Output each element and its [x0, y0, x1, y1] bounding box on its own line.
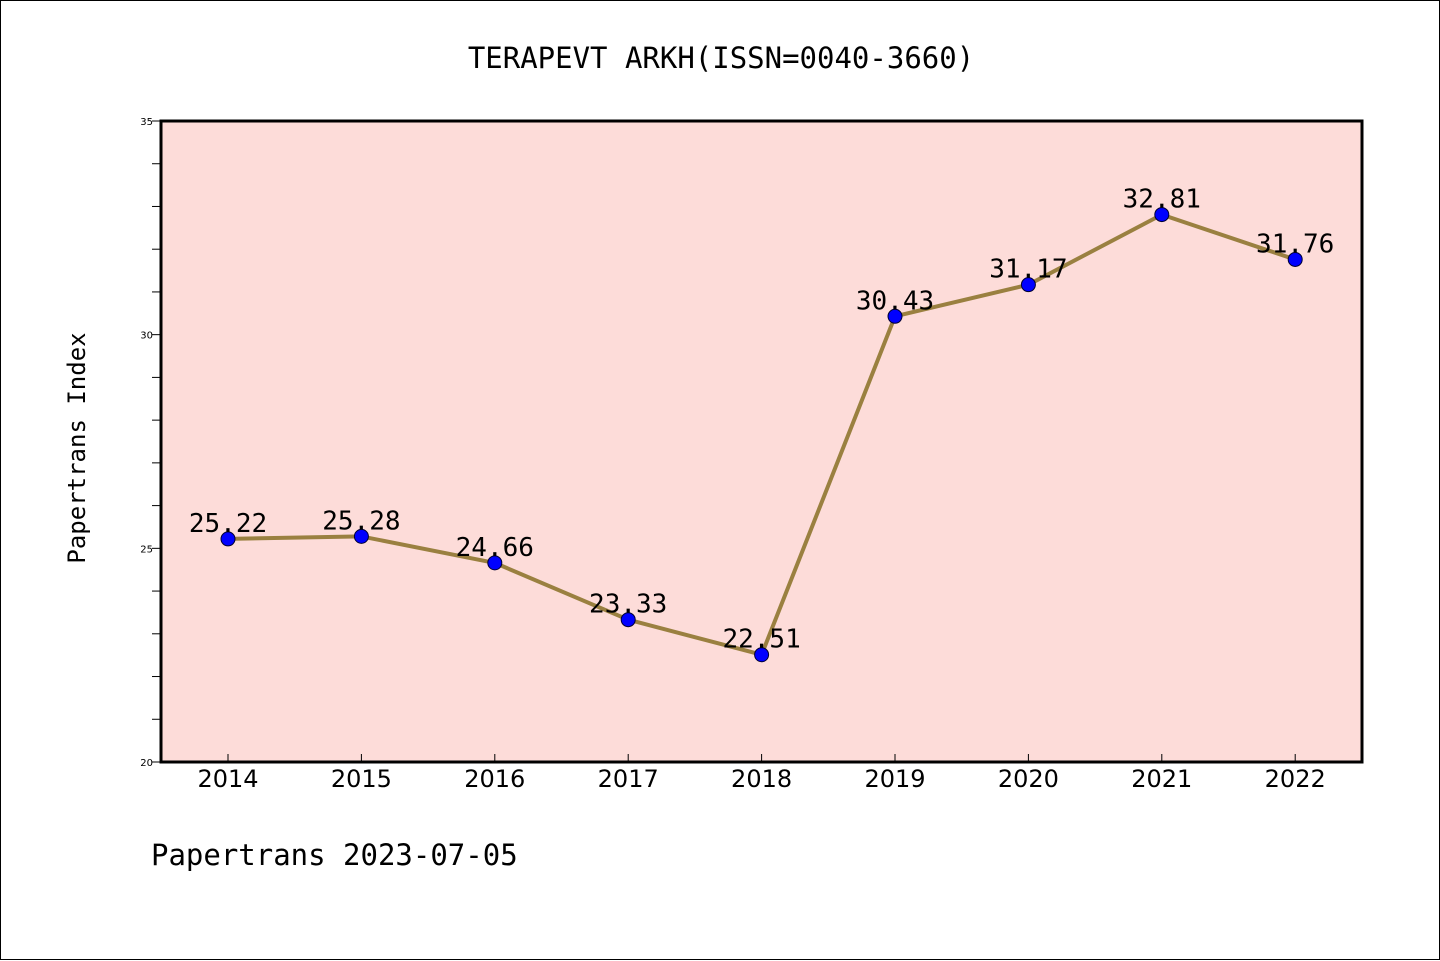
data-label: 25.22: [189, 509, 267, 539]
data-point: [1287, 251, 1303, 267]
data-point: [754, 647, 770, 663]
data-label: 31.76: [1256, 229, 1334, 259]
plot-border: [159, 119, 1364, 764]
x-tick-label: 2014: [197, 765, 258, 793]
x-tick-label: 2019: [864, 765, 925, 793]
footer-credit: Papertrans 2023-07-05: [151, 838, 518, 872]
x-tick-label: 2022: [1265, 765, 1326, 793]
x-tick-label: 2017: [598, 765, 659, 793]
x-tick-label: 2015: [331, 765, 392, 793]
data-point: [1154, 207, 1170, 223]
data-label: 31.17: [989, 255, 1067, 285]
y-tick-label: 25: [140, 544, 153, 555]
markers-group: [220, 207, 1303, 663]
chart-title: TERAPEVT ARKH(ISSN=0040-3660): [468, 41, 974, 75]
data-label: 25.28: [322, 506, 400, 536]
data-label: 23.33: [589, 590, 667, 620]
x-tick-label: 2021: [1131, 765, 1192, 793]
y-axis: 20 25 30 35: [140, 117, 161, 769]
data-point: [353, 528, 369, 544]
x-tick-label: 2016: [464, 765, 525, 793]
x-axis: 2014 2015 2016 2017 2018 2019 2020 2021 2022: [197, 754, 1326, 793]
data-label: 22.51: [722, 625, 800, 655]
x-tick-label: 2020: [998, 765, 1059, 793]
data-point: [1020, 277, 1036, 293]
data-point: [487, 555, 503, 571]
y-tick-label: 35: [140, 117, 153, 128]
x-tick-label: 2018: [731, 765, 792, 793]
data-label: 24.66: [456, 533, 534, 563]
data-labels-group: 25.22 25.28 24.66 23.33 22.51 30.43 31.17 32.81…: [189, 185, 1334, 655]
data-label: 32.81: [1123, 185, 1201, 215]
data-point: [887, 308, 903, 324]
y-tick-label: 20: [140, 758, 153, 769]
data-label: 30.43: [856, 286, 934, 316]
plot-area: [161, 121, 1362, 762]
y-axis-label: Papertrans Index: [63, 332, 91, 563]
data-point: [220, 531, 236, 547]
data-point: [620, 612, 636, 628]
y-tick-label: 30: [140, 331, 153, 342]
